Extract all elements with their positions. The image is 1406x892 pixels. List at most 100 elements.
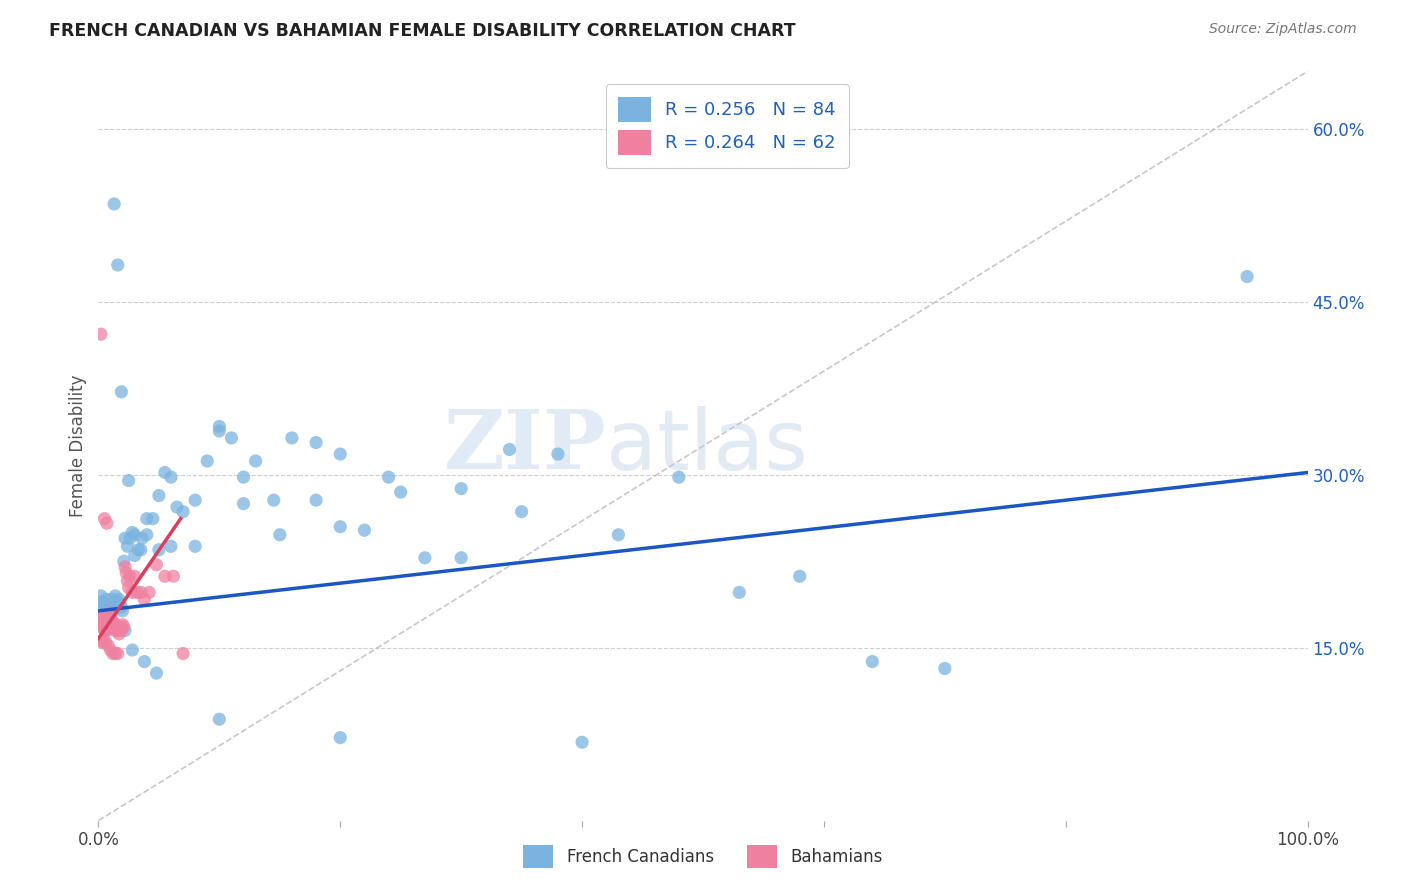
Point xyxy=(98,597,121,611)
Point xyxy=(91,615,114,630)
Point xyxy=(329,519,352,533)
Point xyxy=(162,569,184,583)
Point xyxy=(728,585,751,599)
Point xyxy=(1236,269,1258,284)
Point xyxy=(145,666,167,681)
Point xyxy=(208,424,231,438)
Text: ZIP: ZIP xyxy=(444,406,606,486)
Point xyxy=(121,585,143,599)
Point xyxy=(100,615,122,630)
Point xyxy=(153,466,176,480)
Point xyxy=(100,615,122,630)
Point xyxy=(232,470,254,484)
Point xyxy=(135,528,157,542)
Point xyxy=(184,493,207,508)
Point xyxy=(101,604,124,618)
Y-axis label: Female Disability: Female Disability xyxy=(69,375,87,517)
Point xyxy=(100,643,122,657)
Point xyxy=(105,597,128,611)
Point xyxy=(108,592,131,607)
Point xyxy=(91,594,114,608)
Point xyxy=(221,431,243,445)
Point xyxy=(90,589,112,603)
Point xyxy=(172,647,194,661)
Text: Source: ZipAtlas.com: Source: ZipAtlas.com xyxy=(1209,22,1357,37)
Point xyxy=(96,624,118,638)
Point xyxy=(789,569,811,583)
Point xyxy=(127,585,149,599)
Point xyxy=(148,542,170,557)
Point xyxy=(134,655,156,669)
Point xyxy=(145,558,167,572)
Point xyxy=(108,624,131,638)
Point xyxy=(124,549,146,563)
Point xyxy=(91,612,114,626)
Point xyxy=(107,620,129,634)
Point xyxy=(124,569,146,583)
Point xyxy=(110,384,132,399)
Point xyxy=(110,624,132,638)
Point xyxy=(131,531,153,545)
Point xyxy=(269,528,291,542)
Point xyxy=(934,661,956,675)
Point xyxy=(107,594,129,608)
Point xyxy=(103,197,125,211)
Text: atlas: atlas xyxy=(606,406,808,486)
Point xyxy=(117,574,139,588)
Point xyxy=(94,620,117,634)
Point xyxy=(89,608,111,623)
Point xyxy=(305,493,328,508)
Point xyxy=(104,589,127,603)
Point xyxy=(98,606,121,620)
Point xyxy=(91,600,114,615)
Point xyxy=(90,327,112,342)
Point xyxy=(103,600,125,615)
Point xyxy=(129,585,152,599)
Point xyxy=(281,431,304,445)
Point xyxy=(100,615,122,630)
Point xyxy=(547,447,569,461)
Point xyxy=(101,647,124,661)
Point xyxy=(96,617,118,632)
Point xyxy=(101,615,124,630)
Point xyxy=(118,581,141,595)
Point xyxy=(108,627,131,641)
Point xyxy=(860,655,883,669)
Point xyxy=(450,482,472,496)
Point xyxy=(91,635,114,649)
Point xyxy=(121,643,143,657)
Point xyxy=(100,606,122,620)
Point xyxy=(100,592,122,607)
Point xyxy=(389,485,412,500)
Legend: R = 0.256   N = 84, R = 0.264   N = 62: R = 0.256 N = 84, R = 0.264 N = 62 xyxy=(606,84,849,168)
Point xyxy=(97,639,120,653)
Point xyxy=(129,542,152,557)
Point xyxy=(104,647,127,661)
Point xyxy=(112,620,135,634)
Point xyxy=(107,624,129,638)
Point xyxy=(91,635,114,649)
Point xyxy=(413,550,436,565)
Point xyxy=(172,505,194,519)
Point xyxy=(103,617,125,632)
Point xyxy=(245,454,267,468)
Point xyxy=(117,539,139,553)
Point xyxy=(124,528,146,542)
Point xyxy=(118,531,141,545)
Point xyxy=(94,604,117,618)
Point xyxy=(111,604,134,618)
Point xyxy=(195,454,218,468)
Point xyxy=(498,442,520,457)
Point xyxy=(108,597,131,611)
Point xyxy=(115,566,138,580)
Point xyxy=(111,617,134,632)
Point xyxy=(91,617,114,632)
Point xyxy=(101,617,124,632)
Point xyxy=(96,516,118,531)
Point xyxy=(153,569,176,583)
Point xyxy=(110,600,132,615)
Point xyxy=(100,612,122,626)
Point xyxy=(571,735,593,749)
Point xyxy=(607,528,630,542)
Point xyxy=(97,617,120,632)
